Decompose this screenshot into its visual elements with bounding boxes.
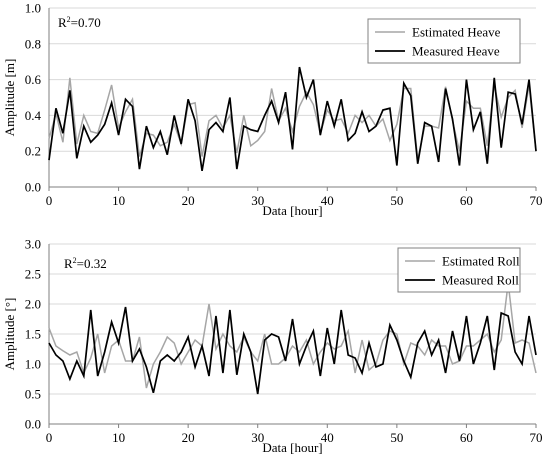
x-tick-label: 10 [112, 430, 125, 445]
r-squared-annotation: R2=0.32 [64, 256, 107, 271]
x-tick-label: 60 [460, 430, 473, 445]
y-tick-label: 0.4 [25, 108, 42, 123]
r-squared-value: =0.70 [71, 15, 101, 30]
y-axis-label: Amplitude [°] [2, 298, 17, 371]
r-squared-sup: 2 [67, 15, 71, 24]
y-tick-label: 1.0 [25, 357, 41, 372]
y-tick-label: 0.0 [25, 417, 41, 432]
legend-label: Estimated Roll [442, 254, 520, 269]
x-tick-label: 60 [460, 193, 473, 208]
r-squared-base: R [64, 256, 73, 271]
r-squared-base: R [58, 15, 67, 30]
legend-label: Estimated Heave [412, 25, 501, 40]
x-tick-label: 40 [321, 430, 334, 445]
y-axis-label: Amplitude [m] [2, 59, 17, 137]
x-axis-label: Data [hour] [262, 440, 322, 455]
legend: Estimated Heave Measured Heave [367, 18, 521, 64]
y-tick-label: 0.6 [25, 72, 42, 87]
x-tick-label: 30 [251, 193, 264, 208]
r-squared-sup: 2 [73, 256, 77, 265]
x-axis-label: Data [hour] [262, 203, 322, 218]
chart-panel-2: 0.0 0.5 1.0 1.5 2.0 2.5 3.0 0 10 20 30 40 50 60 70 Data… [2, 237, 543, 456]
series-line-2 [48, 66, 537, 172]
series-line-1 [48, 282, 537, 389]
y-tick-label: 0.5 [25, 387, 41, 402]
y-tick-label: 3.0 [25, 237, 41, 252]
x-tick-label: 40 [321, 193, 334, 208]
r-squared-annotation: R2=0.70 [58, 15, 101, 30]
chart-panel-1: 0.0 0.2 0.4 0.6 0.8 1.0 0 10 20 30 40 50 60 70 Data [h… [2, 1, 543, 219]
x-tick-label: 20 [182, 193, 195, 208]
x-tick-label: 70 [530, 193, 543, 208]
y-tick-label: 1.0 [25, 1, 41, 16]
x-tick-label: 0 [46, 193, 53, 208]
y-tick-label: 0.8 [25, 36, 41, 51]
x-tick-label: 50 [390, 193, 403, 208]
legend: Estimated Roll Measured Roll [397, 247, 521, 293]
legend-label: Measured Roll [442, 273, 519, 288]
y-tick-label: 0.2 [25, 144, 41, 159]
x-tick-label: 0 [46, 430, 53, 445]
y-tick-label: 1.5 [25, 327, 41, 342]
r-squared-value: =0.32 [77, 256, 107, 271]
x-tick-label: 10 [112, 193, 125, 208]
x-tick-label: 50 [390, 430, 403, 445]
legend-box [367, 18, 521, 64]
y-tick-label: 2.0 [25, 297, 41, 312]
legend-box [397, 247, 521, 293]
y-tick-label: 2.5 [25, 267, 41, 282]
x-tick-label: 20 [182, 430, 195, 445]
series-line-2 [48, 306, 537, 395]
x-tick-label: 30 [251, 430, 264, 445]
x-tick-label: 70 [530, 430, 543, 445]
legend-label: Measured Heave [412, 44, 500, 59]
y-tick-label: 0.0 [25, 180, 41, 195]
